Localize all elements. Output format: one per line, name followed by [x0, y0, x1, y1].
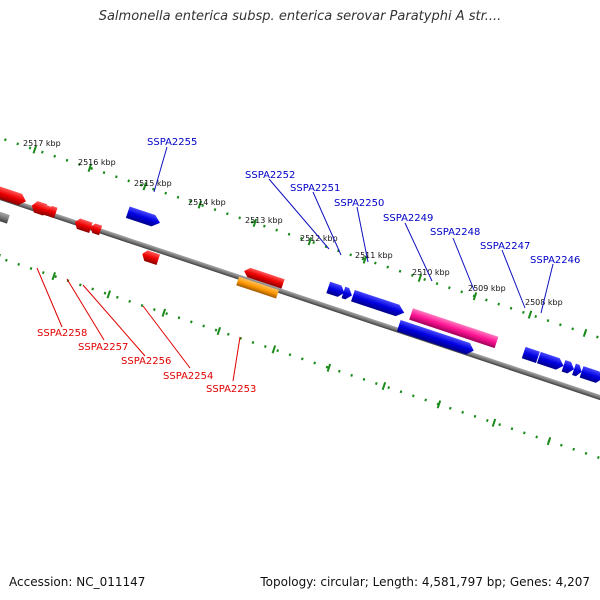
scale-major-tick	[51, 271, 56, 281]
tick-label: 2517 kbp	[23, 139, 61, 148]
upper-scale-dots	[0, 130, 600, 361]
scale-major-tick	[161, 308, 167, 317]
genome-track	[0, 130, 600, 469]
scale-major-tick	[106, 290, 112, 299]
tick-label: 2511 kbp	[355, 251, 393, 260]
lower-scale-ticks	[0, 253, 552, 446]
gene-label[interactable]: SSPA2253	[206, 384, 256, 395]
reverse-gene-labels: SSPA2253 SSPA2254 SSPA2256 SSPA2257 SSPA…	[37, 328, 256, 395]
scale-major-tick	[362, 255, 368, 264]
gene-ssp2251	[341, 286, 352, 300]
gene-ssp2253-red	[244, 267, 285, 289]
gene-label[interactable]: SSPA2248	[430, 227, 480, 238]
scale-major-tick	[252, 218, 258, 228]
gene-label[interactable]: SSPA2246	[530, 255, 580, 266]
gene-ssp2254	[142, 250, 161, 265]
scale-major-tick	[472, 292, 478, 301]
gene-ssp2252	[326, 281, 345, 297]
gene-ssp2255	[125, 206, 161, 227]
gene-ssp2249	[396, 319, 474, 355]
scale-major-tick	[197, 200, 203, 209]
gene-label[interactable]: SSPA2251	[290, 183, 340, 194]
tick-label: 2512 kbp	[300, 234, 338, 243]
gene-ssp2247	[536, 351, 564, 370]
gene-label[interactable]: SSPA2249	[383, 213, 433, 224]
gene-ssp2257	[74, 218, 93, 234]
tick-label: 2509 kbp	[468, 284, 506, 293]
accession-label: Accession: NC_011147	[9, 575, 146, 589]
gene-ssp2250	[351, 289, 405, 317]
gene-label[interactable]: SSPA2247	[480, 241, 530, 252]
gene-forward-small	[579, 366, 600, 383]
scale-major-tick	[491, 418, 497, 427]
gene-forward-small	[572, 363, 582, 377]
gene-label[interactable]: SSPA2258	[37, 328, 87, 339]
gene-ssp2256	[90, 223, 103, 236]
gene-ssp2246	[561, 360, 574, 374]
forward-gene-labels: SSPA2246 SSPA2247 SSPA2248 SSPA2249 SSPA…	[147, 137, 580, 266]
gene-ssp2253-orange	[236, 276, 279, 299]
scale-major-tick	[527, 310, 533, 319]
scale-major-tick	[271, 345, 277, 354]
scale-major-tick	[32, 145, 37, 154]
tick-label: 2510 kbp	[412, 268, 450, 277]
lower-scale-dots	[0, 238, 600, 469]
scale-major-tick	[436, 400, 442, 409]
scale-tick-labels: 2508 kbp 2509 kbp 2510 kbp 2511 kbp 2512…	[23, 139, 563, 307]
scale-major-tick	[381, 381, 387, 391]
forward-callout-lines	[153, 146, 554, 314]
scale-major-tick	[307, 237, 313, 246]
upper-scale-ticks	[32, 145, 588, 338]
tick-label: 2514 kbp	[188, 198, 226, 207]
scale-major-tick	[582, 328, 588, 338]
gene-label[interactable]: SSPA2252	[245, 170, 295, 181]
gene-ssp2248	[521, 346, 540, 363]
scale-major-tick	[546, 436, 552, 446]
scale-major-tick	[417, 273, 423, 283]
scale-major-tick	[326, 363, 332, 372]
scale-major-tick	[87, 163, 93, 173]
gene-label[interactable]: SSPA2257	[78, 342, 128, 353]
scale-major-tick	[142, 182, 148, 191]
gene-label[interactable]: SSPA2255	[147, 137, 197, 148]
tick-label: 2515 kbp	[134, 179, 172, 188]
gene-ssp2258	[47, 205, 58, 219]
reverse-callout-lines	[36, 267, 241, 382]
gene-rrna	[409, 308, 499, 349]
scale-major-tick	[216, 326, 222, 336]
gene-reverse-edge	[0, 174, 26, 206]
genome-backbone	[0, 182, 600, 415]
genome-title: Salmonella enterica subsp. enterica sero…	[98, 9, 502, 24]
gene-label[interactable]: SSPA2254	[163, 371, 213, 382]
gene-label[interactable]: SSPA2256	[121, 356, 171, 367]
tick-label: 2516 kbp	[78, 158, 116, 167]
gene-label[interactable]: SSPA2250	[334, 198, 384, 209]
tick-label: 2513 kbp	[245, 216, 283, 225]
genome-summary: Topology: circular; Length: 4,581,797 bp…	[260, 575, 590, 589]
